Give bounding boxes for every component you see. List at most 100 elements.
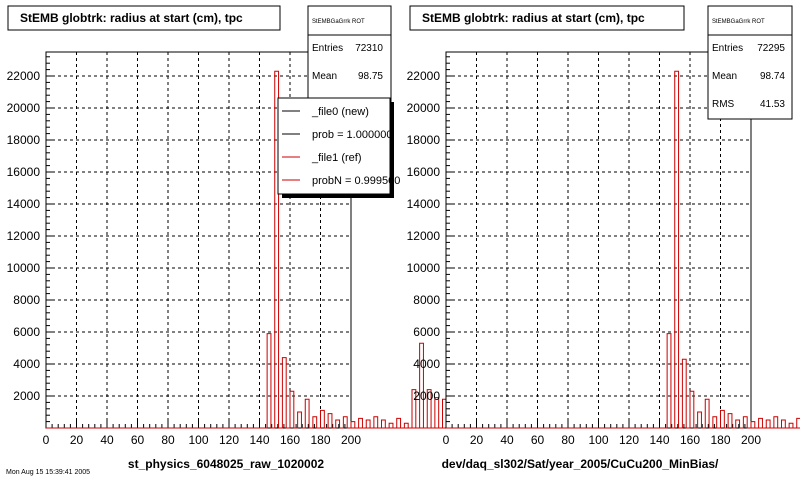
y-tick-label: 22000 bbox=[7, 69, 41, 83]
right-stats-header: StEMBGaGrrk ROT bbox=[712, 19, 765, 25]
y-tick-label: 2000 bbox=[413, 389, 440, 403]
x-tick-label: 80 bbox=[161, 433, 175, 447]
histogram-bin bbox=[751, 422, 755, 428]
y-tick-label: 16000 bbox=[407, 165, 441, 179]
y-tick-label: 18000 bbox=[7, 133, 41, 147]
histogram-bin bbox=[404, 423, 408, 428]
histogram-bin bbox=[382, 420, 386, 428]
histogram-bin bbox=[420, 343, 424, 428]
legend-item-prob: prob = 1.000000 bbox=[312, 129, 392, 141]
histogram-bin bbox=[789, 423, 793, 428]
y-tick-label: 6000 bbox=[413, 325, 440, 339]
x-tick-label: 180 bbox=[710, 433, 730, 447]
x-tick-label: 100 bbox=[188, 433, 208, 447]
y-tick-label: 12000 bbox=[7, 229, 41, 243]
y-tick-label: 8000 bbox=[13, 293, 40, 307]
right-x-tick-labels: 0 20 40 60 80 100 120 140 160 180 200 bbox=[443, 433, 762, 447]
left-stats-entries-value: 72310 bbox=[355, 43, 383, 54]
left-y-tick-labels: 2000 4000 6000 8000 10000 12000 14000 16000 1800… bbox=[7, 69, 41, 403]
legend-item-new: _file0 (new) bbox=[311, 106, 369, 118]
histogram-bin bbox=[366, 420, 370, 428]
y-tick-label: 22000 bbox=[407, 69, 441, 83]
x-tick-label: 40 bbox=[500, 433, 514, 447]
y-tick-label: 16000 bbox=[7, 165, 41, 179]
histogram-bin bbox=[728, 414, 732, 428]
right-title-box bbox=[409, 5, 685, 31]
x-tick-label: 160 bbox=[280, 433, 300, 447]
x-tick-label: 140 bbox=[249, 433, 269, 447]
histogram-bin bbox=[351, 422, 355, 428]
left-stats-header: StEMBGaGrrk ROT bbox=[312, 19, 365, 25]
left-stats-mean-value: 98.75 bbox=[358, 71, 383, 82]
histogram-bin bbox=[290, 391, 294, 428]
histogram-bin bbox=[328, 414, 332, 428]
x-tick-label: 200 bbox=[741, 433, 761, 447]
histogram-bin bbox=[313, 417, 317, 428]
right-series-ref-line bbox=[446, 70, 800, 429]
x-tick-label: 120 bbox=[219, 433, 239, 447]
histogram-bin bbox=[305, 399, 309, 428]
right-panel: StEMB globtrk: radius at start (cm), tpc… bbox=[407, 5, 800, 471]
left-x-axis-label: st_physics_6048025_raw_1020002 bbox=[128, 457, 324, 471]
legend-item-probn: probN = 0.999500 bbox=[312, 175, 400, 187]
histogram-bin bbox=[267, 334, 271, 428]
histogram-bin bbox=[343, 417, 347, 428]
right-stats-mean-value: 98.74 bbox=[760, 71, 785, 82]
histogram-bin bbox=[782, 420, 786, 428]
left-stats-entries-label: Entries bbox=[312, 43, 343, 54]
histogram-bin bbox=[675, 71, 679, 428]
right-stats-rms-value: 41.53 bbox=[760, 99, 785, 110]
y-tick-label: 20000 bbox=[7, 101, 41, 115]
y-tick-label: 18000 bbox=[407, 133, 441, 147]
x-tick-label: 60 bbox=[531, 433, 545, 447]
histogram-bin bbox=[682, 359, 686, 428]
x-tick-label: 0 bbox=[43, 433, 50, 447]
histogram-bin bbox=[774, 417, 778, 428]
x-tick-label: 160 bbox=[680, 433, 700, 447]
y-tick-label: 6000 bbox=[13, 325, 40, 339]
right-stats-box: StEMBGaGrrk ROT Entries 72295 Mean 98.74… bbox=[707, 5, 793, 120]
x-tick-label: 80 bbox=[561, 433, 575, 447]
histogram-bin bbox=[736, 420, 740, 428]
right-x-axis-label: dev/daq_sl302/Sat/year_2005/CuCu200_MinB… bbox=[442, 457, 719, 471]
right-stats-entries-value: 72295 bbox=[757, 43, 785, 54]
right-y-tick-labels: 2000 4000 6000 8000 10000 12000 14000 16000 1800… bbox=[407, 69, 441, 403]
histogram-bin bbox=[705, 399, 709, 428]
y-tick-label: 2000 bbox=[13, 389, 40, 403]
y-tick-label: 10000 bbox=[7, 261, 41, 275]
histogram-bin bbox=[667, 334, 671, 428]
histogram-bin bbox=[282, 358, 286, 428]
histogram-bin bbox=[713, 417, 717, 428]
histogram-bin bbox=[759, 418, 763, 428]
histogram-bin bbox=[766, 420, 770, 428]
x-tick-label: 140 bbox=[649, 433, 669, 447]
legend-item-ref: _file1 (ref) bbox=[311, 152, 362, 164]
histogram-bin bbox=[397, 418, 401, 428]
left-stats-mean-label: Mean bbox=[312, 71, 337, 82]
right-stats-mean-label: Mean bbox=[712, 71, 737, 82]
right-stats-entries-label: Entries bbox=[712, 43, 743, 54]
x-tick-label: 20 bbox=[470, 433, 484, 447]
x-tick-label: 120 bbox=[619, 433, 639, 447]
histogram-bin bbox=[743, 417, 747, 428]
y-tick-label: 20000 bbox=[407, 101, 441, 115]
left-x-tick-labels: 0 20 40 60 80 100 120 140 160 180 200 bbox=[43, 433, 362, 447]
x-tick-label: 20 bbox=[70, 433, 84, 447]
y-tick-label: 14000 bbox=[7, 197, 41, 211]
left-panel: StEMB globtrk: radius at start (cm), tpc… bbox=[7, 5, 531, 471]
legend-box: _file0 (new) prob = 1.000000 _file1 (ref… bbox=[277, 97, 400, 198]
x-tick-label: 40 bbox=[100, 433, 114, 447]
y-tick-label: 12000 bbox=[407, 229, 441, 243]
y-tick-label: 14000 bbox=[407, 197, 441, 211]
right-title: StEMB globtrk: radius at start (cm), tpc bbox=[422, 11, 645, 25]
right-stats-rms-label: RMS bbox=[712, 99, 735, 110]
histogram-bin bbox=[721, 410, 725, 428]
left-title: StEMB globtrk: radius at start (cm), tpc bbox=[20, 11, 243, 25]
x-tick-label: 200 bbox=[341, 433, 361, 447]
x-tick-label: 60 bbox=[131, 433, 145, 447]
y-tick-label: 8000 bbox=[413, 293, 440, 307]
histogram-bin bbox=[389, 423, 393, 428]
footer-timestamp: Mon Aug 15 15:39:41 2005 bbox=[6, 469, 90, 476]
histogram-bin bbox=[359, 418, 363, 428]
